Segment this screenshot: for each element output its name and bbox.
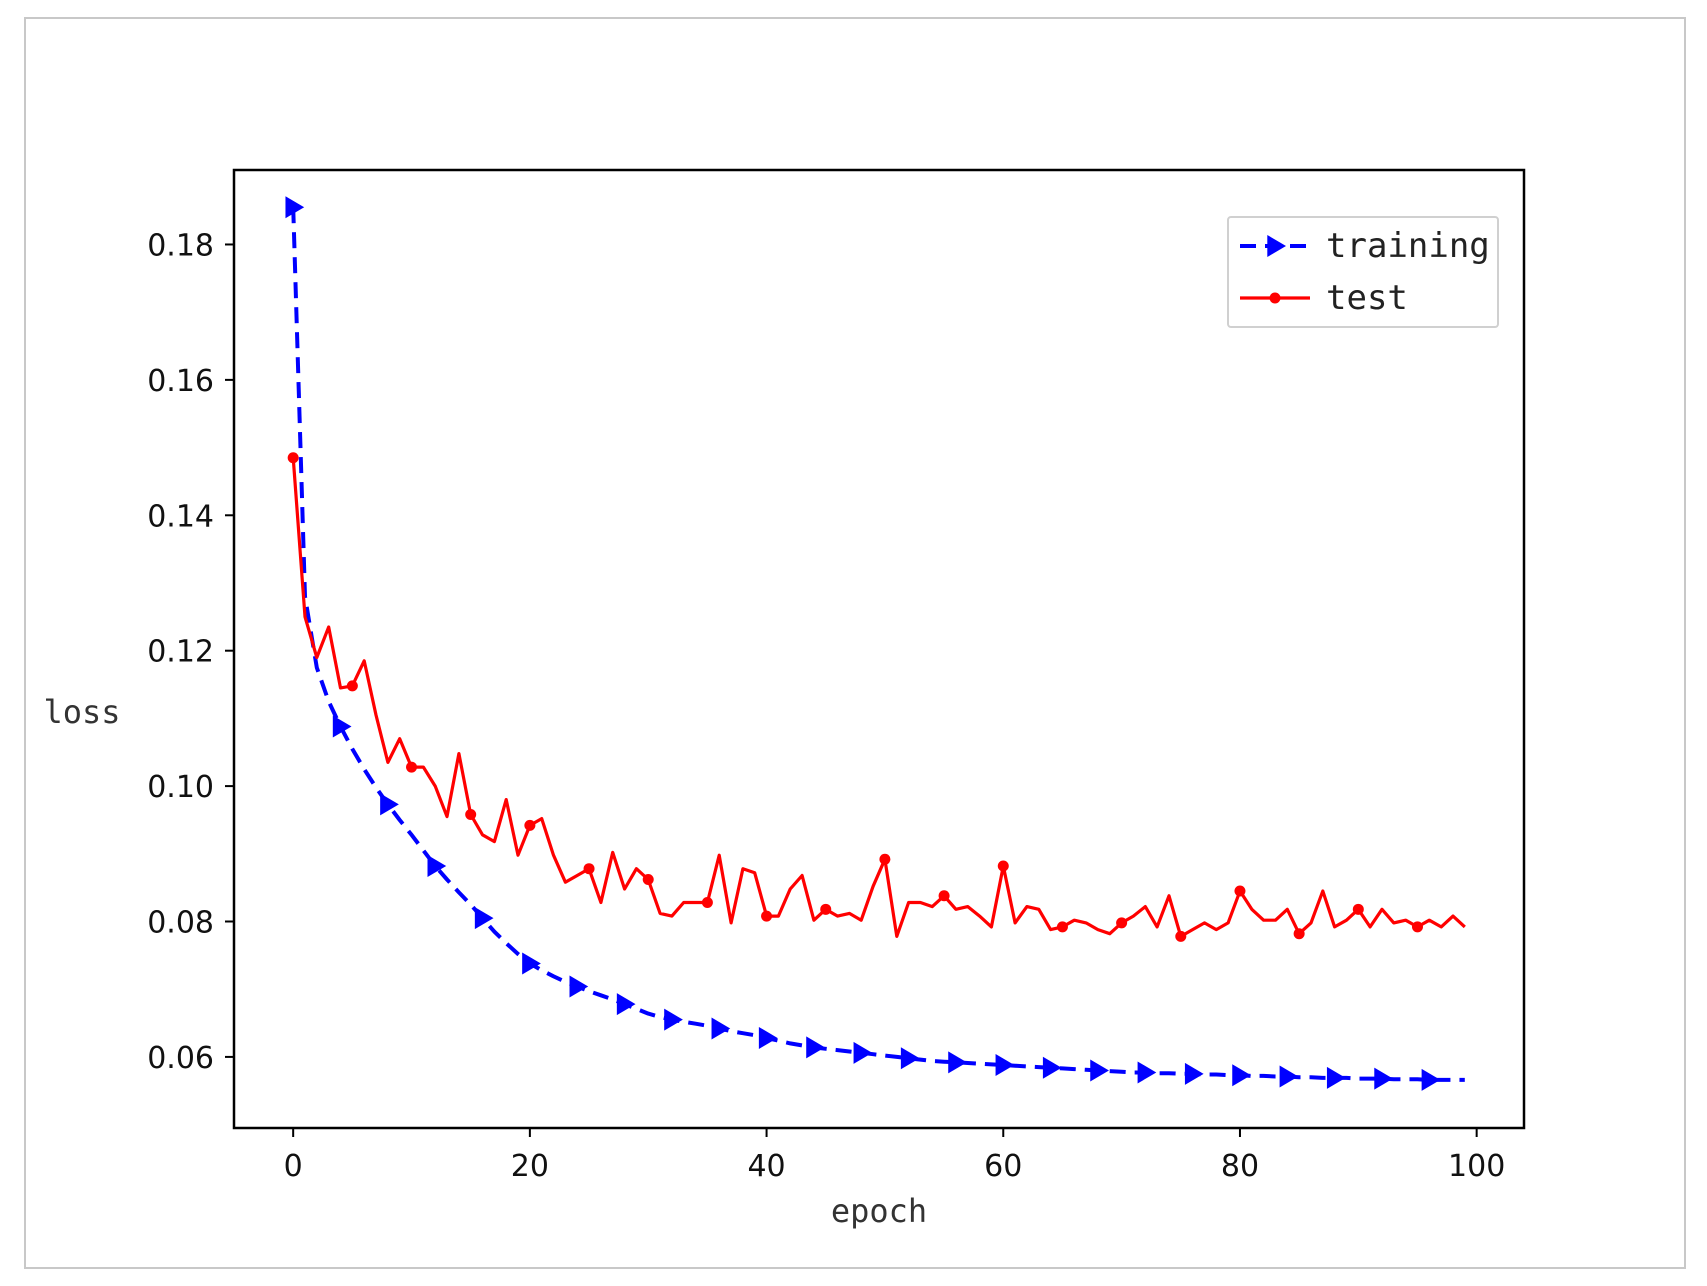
training-marker <box>995 1054 1015 1077</box>
training-marker <box>1374 1067 1393 1090</box>
series-training <box>285 196 1465 1091</box>
test-marker <box>1056 921 1068 933</box>
training-marker <box>664 1008 683 1031</box>
test-marker <box>701 897 713 909</box>
legend-item-test: test <box>1240 278 1408 318</box>
legend-item-training: training <box>1240 226 1490 266</box>
y-axis: 0.06 0.08 0.10 0.12 0.14 0.16 0.18 <box>147 228 234 1076</box>
test-marker <box>346 680 358 692</box>
training-marker <box>711 1017 731 1040</box>
y-tick-label: 0.14 <box>147 499 214 534</box>
x-axis-title: epoch <box>831 1192 927 1230</box>
x-tick-label: 60 <box>984 1149 1022 1184</box>
test-marker <box>1293 928 1305 940</box>
legend-label-test: test <box>1326 278 1408 318</box>
test-marker <box>1352 903 1364 915</box>
test-marker <box>642 874 654 886</box>
training-marker <box>1279 1065 1299 1088</box>
test-marker <box>997 860 1009 872</box>
training-marker <box>758 1026 778 1049</box>
test-marker <box>1411 921 1423 933</box>
legend-label-training: training <box>1326 226 1490 266</box>
legend-marker-test <box>1269 292 1281 304</box>
training-marker <box>1137 1061 1157 1084</box>
test-line <box>291 457 1466 939</box>
training-marker <box>1232 1064 1251 1087</box>
training-marker <box>332 715 352 738</box>
series-layer <box>285 196 1466 1091</box>
training-marker <box>380 793 399 816</box>
test-marker <box>287 452 299 464</box>
y-tick-label: 0.06 <box>147 1041 214 1076</box>
training-marker <box>427 854 447 877</box>
y-axis-title: loss <box>43 693 120 731</box>
y-tick-label: 0.10 <box>147 770 214 805</box>
test-marker <box>524 819 536 831</box>
test-marker <box>1116 917 1128 929</box>
training-marker <box>285 196 305 219</box>
y-tick-label: 0.08 <box>147 906 214 941</box>
series-test <box>287 452 1466 942</box>
plot-area <box>232 168 1526 1130</box>
training-marker <box>853 1041 873 1064</box>
legend-marker-training <box>1267 235 1286 257</box>
training-marker <box>1326 1066 1346 1089</box>
training-marker <box>522 952 541 975</box>
training-marker <box>806 1036 825 1059</box>
training-marker <box>900 1047 920 1070</box>
test-marker <box>879 853 891 865</box>
test-marker <box>1175 930 1187 942</box>
x-tick-label: 20 <box>511 1149 549 1184</box>
test-marker <box>583 863 595 875</box>
training-marker <box>948 1051 967 1074</box>
training-marker <box>616 993 636 1016</box>
test-marker <box>1234 885 1246 897</box>
training-marker <box>1042 1056 1062 1079</box>
x-tick-label: 40 <box>747 1149 785 1184</box>
training-marker <box>569 975 589 998</box>
test-marker <box>820 903 832 915</box>
training-marker <box>1184 1062 1204 1085</box>
test-marker <box>761 910 773 922</box>
test-marker <box>465 809 477 821</box>
y-tick-label: 0.18 <box>147 228 214 263</box>
training-marker <box>1421 1068 1441 1091</box>
y-tick-label: 0.16 <box>147 364 214 399</box>
y-tick-label: 0.12 <box>147 635 214 670</box>
x-tick-label: 100 <box>1448 1149 1505 1184</box>
training-marker <box>1090 1059 1109 1082</box>
x-axis: 0 20 40 60 80 100 <box>284 1128 1505 1184</box>
legend: training test <box>1227 216 1499 328</box>
test-marker <box>406 761 418 773</box>
x-tick-label: 80 <box>1221 1149 1259 1184</box>
test-marker <box>938 890 950 902</box>
x-tick-label: 0 <box>284 1149 303 1184</box>
training-line <box>291 207 1465 1082</box>
training-marker <box>474 907 494 930</box>
